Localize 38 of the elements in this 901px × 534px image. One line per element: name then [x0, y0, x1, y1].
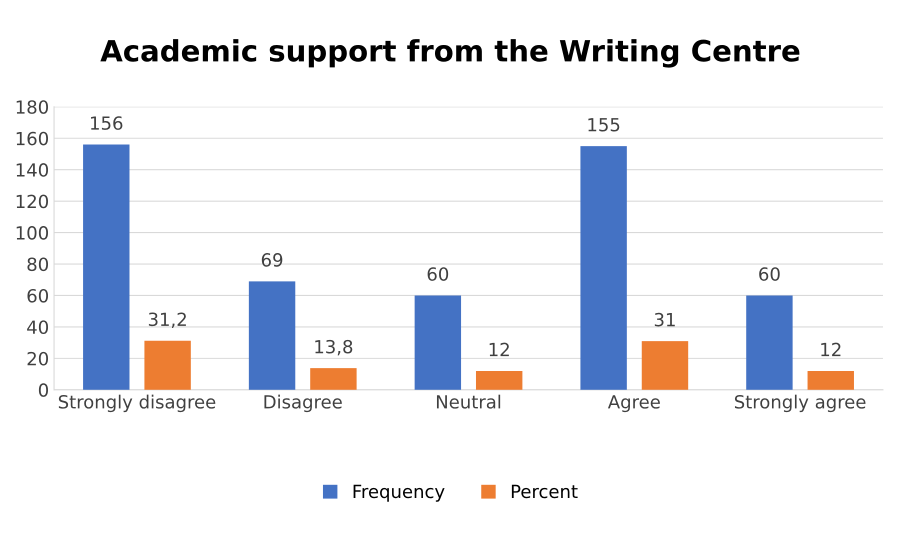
bar	[580, 146, 627, 390]
legend-label: Percent	[512, 484, 578, 498]
y-tick-label: 60	[27, 288, 48, 303]
y-tick-label: 20	[28, 352, 48, 366]
data-label: 155	[588, 118, 620, 132]
data-label: 12	[821, 342, 840, 356]
y-tick-label: 40	[27, 320, 48, 334]
data-label: 31,2	[148, 312, 186, 328]
data-label: 60	[759, 267, 780, 281]
x-tick-label: Strongly agree	[734, 394, 866, 412]
bar	[476, 370, 522, 390]
y-tick-label: 180	[16, 100, 48, 114]
y-tick-label: 0	[38, 383, 48, 397]
data-label: 13,8	[315, 340, 352, 356]
data-label: 156	[91, 116, 122, 130]
bar	[414, 295, 462, 390]
data-label: 60	[428, 267, 448, 281]
bar	[746, 295, 793, 390]
bar	[808, 370, 854, 390]
x-tick-label: Disagree	[264, 394, 342, 412]
bar	[83, 144, 130, 390]
bar	[310, 368, 357, 390]
y-tick-label: 80	[27, 257, 48, 272]
data-label: 69	[262, 253, 282, 267]
x-tick-label: Neutral	[436, 394, 500, 409]
bar	[144, 340, 191, 390]
bar	[642, 341, 688, 390]
y-tick-label: 100	[16, 226, 48, 240]
y-tick-label: 120	[16, 194, 48, 208]
x-tick-label: Agree	[608, 395, 660, 412]
y-tick-label: 140	[16, 163, 48, 177]
data-label: 31	[654, 312, 675, 326]
legend-label: Frequency	[354, 484, 445, 502]
x-tick-label: Strongly disagree	[58, 394, 216, 412]
y-tick-label: 160	[16, 132, 48, 146]
data-label: 12	[490, 342, 509, 356]
bar	[248, 281, 296, 390]
chart-title: Academic support from the Writing Centre	[100, 39, 800, 68]
